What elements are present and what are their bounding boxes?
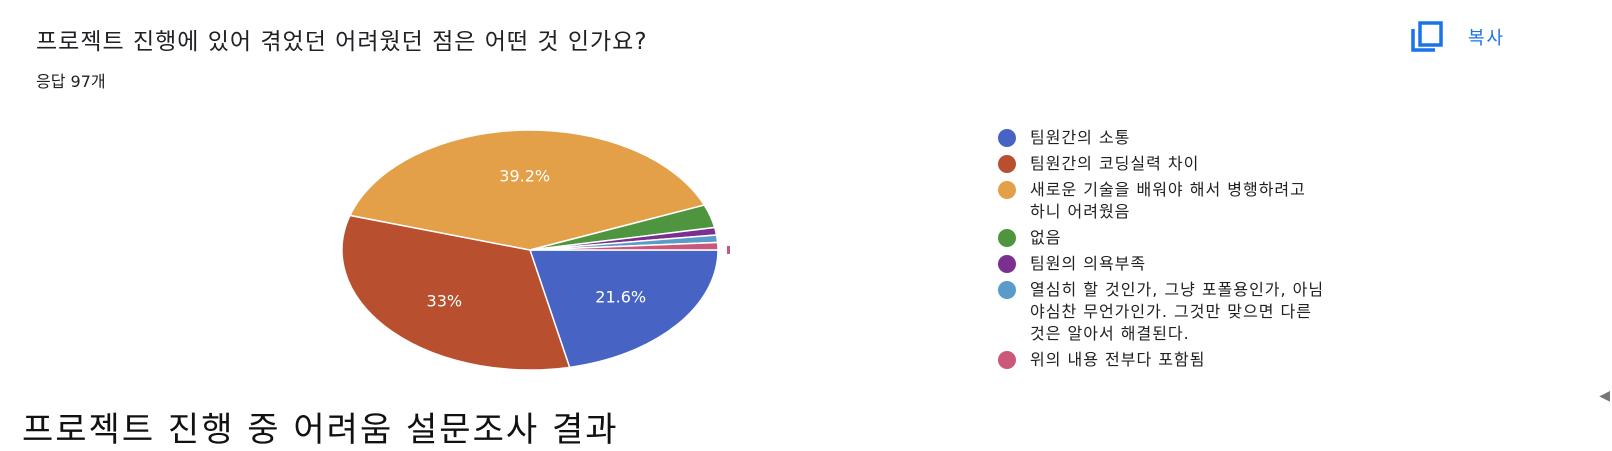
small-slice-marker bbox=[727, 246, 730, 254]
pie-slice[interactable] bbox=[529, 241, 719, 251]
legend-swatch bbox=[998, 155, 1016, 173]
legend-swatch bbox=[998, 181, 1016, 199]
legend-swatch bbox=[998, 351, 1016, 369]
legend-label: 팀원의 의욕부족 bbox=[1030, 254, 1147, 273]
pie-slice[interactable] bbox=[528, 249, 719, 369]
slice-percent-label: 39.2% bbox=[499, 167, 550, 186]
legend-swatch bbox=[998, 229, 1016, 247]
copy-icon bbox=[1411, 21, 1443, 52]
legend-label: 없음 bbox=[1030, 228, 1062, 247]
legend-swatch bbox=[998, 281, 1016, 299]
legend-item[interactable]: 새로운 기술을 배워야 해서 병행하려고 하니 어려웠음 bbox=[998, 179, 1518, 223]
legend-label: 팀원간의 소통 bbox=[1030, 128, 1131, 147]
response-count: 응답 97개 bbox=[36, 72, 106, 91]
legend-swatch bbox=[998, 255, 1016, 273]
legend-label: 새로운 기술을 배워야 해서 병행하려고 하니 어려웠음 bbox=[1030, 180, 1306, 221]
legend-label: 팀원간의 코딩실력 차이 bbox=[1030, 154, 1200, 173]
legend-label: 열심히 할 것인가, 그냥 포폴용인가, 아님 야심찬 무언가인가. 그것만 맞… bbox=[1030, 280, 1325, 343]
legend-label: 위의 내용 전부다 포함됨 bbox=[1030, 350, 1206, 369]
pie-slice[interactable] bbox=[341, 214, 571, 371]
legend-item[interactable]: 열심히 할 것인가, 그냥 포폴용인가, 아님 야심찬 무언가인가. 그것만 맞… bbox=[998, 279, 1518, 345]
legend-item[interactable]: 없음 bbox=[998, 227, 1518, 249]
pie-chart: 21.6% 33% 39.2% bbox=[341, 129, 730, 371]
scroll-arrow-icon[interactable]: ◀ bbox=[1599, 388, 1610, 404]
slice-percent-label: 33% bbox=[427, 291, 463, 310]
legend-swatch bbox=[998, 129, 1016, 147]
slice-percent-label: 21.6% bbox=[595, 288, 646, 307]
figure-caption: 프로젝트 진행 중 어려움 설문조사 결과 bbox=[22, 410, 619, 450]
copy-button[interactable]: 복사 bbox=[1408, 20, 1505, 54]
legend-item[interactable]: 팀원간의 소통 bbox=[998, 127, 1518, 149]
legend-item[interactable]: 팀원의 의욕부족 bbox=[998, 253, 1518, 275]
question-title: 프로젝트 진행에 있어 겪었던 어려웠던 점은 어떤 것 인가요? bbox=[36, 29, 648, 55]
legend-item[interactable]: 팀원간의 코딩실력 차이 bbox=[998, 153, 1518, 175]
pie-slice[interactable] bbox=[348, 129, 706, 251]
copy-label: 복사 bbox=[1468, 28, 1506, 49]
legend-item[interactable]: 위의 내용 전부다 포함됨 bbox=[998, 349, 1518, 371]
